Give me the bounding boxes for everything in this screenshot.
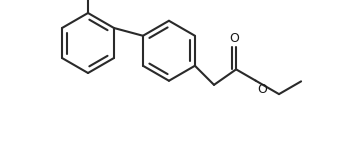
Text: O: O [229,32,239,45]
Text: O: O [258,83,268,96]
